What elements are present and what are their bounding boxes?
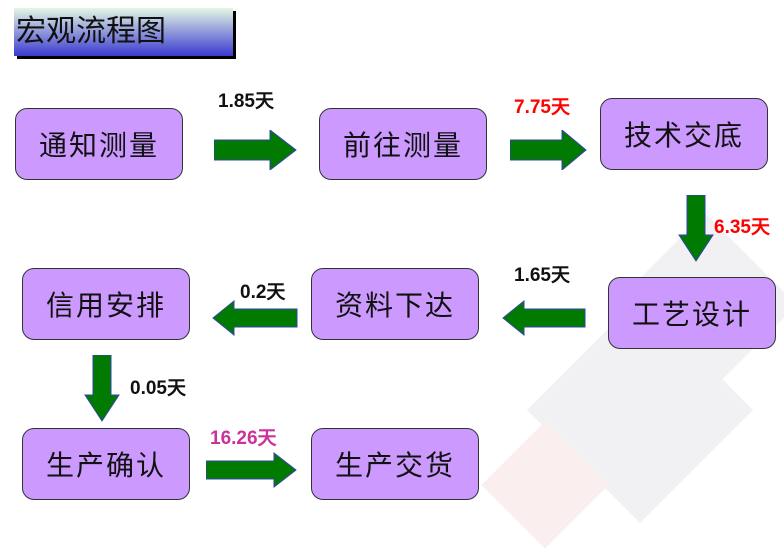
arrow-left-icon (212, 300, 298, 336)
arrow-down-icon (84, 355, 120, 422)
duration-label: 0.2天 (240, 282, 286, 303)
step-production-confirm: 生产确认 (22, 428, 190, 500)
duration-label: 1.85天 (218, 91, 274, 112)
arrow-left-icon (502, 300, 586, 336)
duration-label: 1.65天 (514, 265, 570, 286)
step-notify-survey: 通知测量 (15, 108, 183, 180)
duration-label: 7.75天 (514, 97, 570, 118)
arrow-right-icon (214, 130, 297, 170)
step-process-design: 工艺设计 (608, 277, 776, 349)
arrow-down-icon (678, 195, 714, 262)
duration-label: 16.26天 (210, 428, 277, 449)
duration-label: 0.05天 (130, 378, 186, 399)
step-go-survey: 前往测量 (319, 108, 487, 180)
duration-label: 6.35天 (714, 217, 770, 238)
step-tech-briefing: 技术交底 (600, 98, 768, 170)
step-credit-arrangement: 信用安排 (22, 268, 190, 340)
arrow-right-icon (510, 130, 587, 170)
step-production-delivery: 生产交货 (311, 428, 479, 500)
page-title: 宏观流程图 (14, 8, 233, 56)
arrow-right-icon (206, 452, 297, 488)
step-data-release: 资料下达 (311, 268, 479, 340)
